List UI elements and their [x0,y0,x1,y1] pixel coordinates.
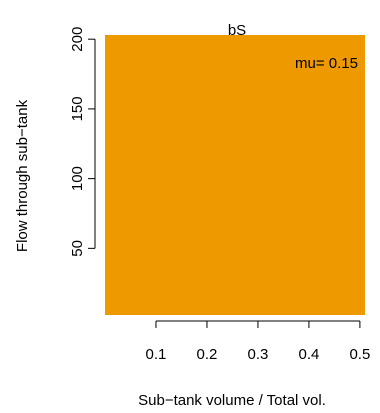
x-axis: 0.1 0.2 0.3 0.4 0.5 [146,320,370,363]
x-tick-label: 0.3 [248,346,269,363]
x-axis-label: Sub−tank volume / Total vol. [138,392,326,409]
y-tick-label: 100 [69,166,86,191]
y-tick-label: 200 [69,27,86,52]
x-tick-label: 0.4 [298,346,319,363]
y-axis: 50 100 150 200 [69,27,96,257]
plot-area [105,35,365,315]
heatmap-fill [105,35,365,315]
x-tick-label: 0.5 [349,346,370,363]
x-tick-label: 0.2 [197,346,218,363]
y-axis-label: Flow through sub−tank [14,99,31,252]
chart-title: bS [228,22,246,39]
mu-annotation: mu= 0.15 [295,55,358,72]
y-tick-label: 150 [69,96,86,121]
y-tick-label: 50 [69,240,86,257]
x-tick-label: 0.1 [146,346,167,363]
